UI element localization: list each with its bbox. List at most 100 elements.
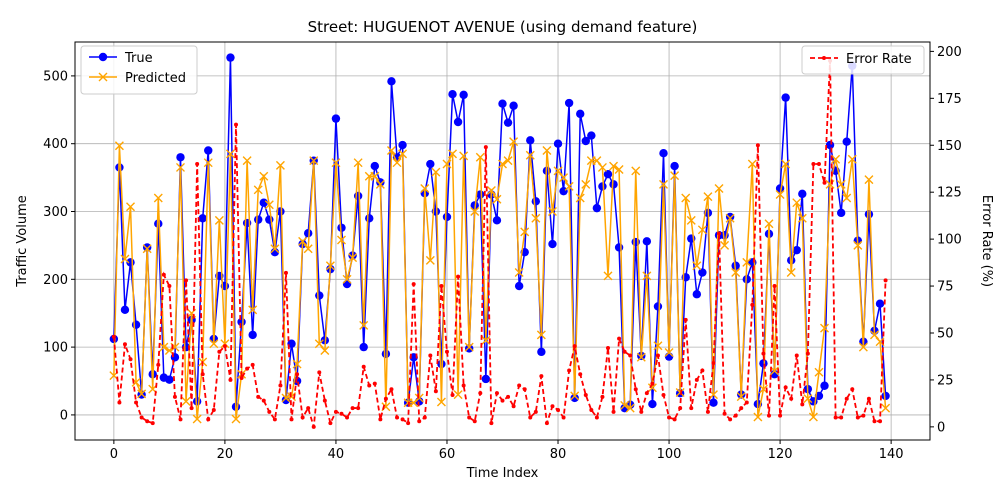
true-point bbox=[359, 342, 368, 352]
plot-frame bbox=[74, 41, 931, 441]
true-point bbox=[192, 397, 202, 406]
true-point bbox=[131, 320, 141, 329]
true-point bbox=[581, 136, 590, 146]
true-point bbox=[315, 291, 324, 300]
y-tick-label: 100 bbox=[43, 341, 68, 356]
y2-tick-label: 175 bbox=[937, 92, 962, 107]
y2-tick-label: 50 bbox=[937, 326, 954, 341]
grid bbox=[75, 42, 930, 440]
error-rate-point bbox=[128, 357, 133, 362]
true-point bbox=[303, 229, 313, 238]
predicted-point bbox=[536, 330, 546, 340]
legend-error-marker bbox=[822, 56, 826, 60]
predicted-point bbox=[475, 152, 485, 162]
true-point bbox=[781, 93, 790, 102]
predicted-point bbox=[470, 207, 480, 217]
predicted-point bbox=[731, 268, 741, 278]
predicted-point bbox=[625, 403, 635, 413]
error-rate-point bbox=[661, 392, 666, 397]
error-rate-point bbox=[855, 415, 860, 420]
true-point bbox=[564, 98, 574, 108]
error-rate-point bbox=[472, 419, 477, 424]
error-rate-point bbox=[245, 366, 250, 371]
predicted-point bbox=[853, 240, 863, 250]
predicted-point bbox=[231, 414, 241, 424]
predicted-point bbox=[153, 193, 163, 203]
y2-tick-label: 100 bbox=[937, 233, 962, 248]
legend-true-marker bbox=[98, 52, 108, 62]
error-rate-point bbox=[306, 406, 311, 411]
predicted-point bbox=[481, 335, 491, 345]
true-point bbox=[592, 203, 602, 213]
predicted-point bbox=[420, 183, 430, 193]
error-rate-point bbox=[572, 344, 577, 349]
error-rate-point bbox=[717, 231, 722, 236]
predicted-point bbox=[353, 158, 363, 168]
error-rate-point bbox=[145, 419, 150, 424]
legend-predicted-marker bbox=[98, 72, 108, 82]
true-point bbox=[514, 281, 524, 291]
predicted-point bbox=[547, 207, 557, 217]
error-rate-point bbox=[239, 376, 244, 381]
predicted-point bbox=[692, 261, 702, 271]
predicted-point bbox=[697, 225, 707, 235]
predicted-point bbox=[792, 198, 802, 208]
predicted-point bbox=[670, 171, 680, 181]
predicted-point bbox=[781, 159, 791, 169]
error-rate-point bbox=[345, 415, 350, 420]
true-point bbox=[842, 137, 851, 146]
predicted-point bbox=[636, 352, 646, 362]
error-rate-point bbox=[522, 387, 527, 392]
error-rate-point bbox=[883, 278, 888, 283]
true-point bbox=[237, 317, 246, 327]
true-point bbox=[553, 139, 563, 148]
predicted-point bbox=[192, 414, 202, 424]
error-rate-point bbox=[772, 284, 777, 289]
predicted-point bbox=[331, 158, 341, 168]
true-point bbox=[531, 197, 541, 206]
x-tick-label: 60 bbox=[439, 447, 456, 462]
error-rate-point bbox=[461, 383, 466, 388]
predicted-point bbox=[842, 193, 852, 203]
y2-tick-label: 125 bbox=[937, 186, 962, 201]
true-point bbox=[526, 136, 535, 145]
error-rate-point bbox=[367, 383, 372, 388]
predicted-point bbox=[448, 149, 458, 159]
true-point bbox=[481, 374, 491, 384]
error-rate-point bbox=[134, 400, 139, 405]
predicted-point bbox=[370, 171, 380, 181]
true-point bbox=[142, 243, 152, 252]
predicted-point bbox=[786, 268, 796, 278]
error-rate-point bbox=[800, 402, 805, 407]
error-rate-point bbox=[839, 415, 844, 420]
predicted-point bbox=[664, 348, 674, 358]
x-tick-label: 20 bbox=[217, 447, 234, 462]
predicted-point bbox=[720, 240, 730, 250]
predicted-point bbox=[292, 359, 302, 369]
error-rate-point bbox=[300, 415, 305, 420]
true-point bbox=[864, 210, 874, 219]
predicted-point bbox=[359, 320, 369, 330]
error-rate-point bbox=[206, 417, 211, 422]
error-rate-point bbox=[650, 381, 655, 386]
error-rate-point bbox=[167, 284, 172, 289]
predicted-point bbox=[325, 261, 335, 271]
predicted-point bbox=[559, 173, 569, 183]
true-point bbox=[176, 153, 185, 162]
predicted-point bbox=[425, 255, 435, 265]
predicted-point bbox=[603, 271, 613, 281]
error-rate-point bbox=[411, 282, 416, 287]
predicted-point bbox=[342, 274, 352, 284]
y-axis-ticks: 0 100 200 300 400 500 bbox=[43, 69, 75, 423]
error-rate-point bbox=[494, 391, 499, 396]
true-point bbox=[692, 290, 702, 299]
error-rate-point bbox=[139, 415, 144, 420]
predicted-point bbox=[847, 154, 857, 164]
predicted-point bbox=[492, 194, 502, 204]
error-rate-point bbox=[383, 396, 388, 401]
predicted-point bbox=[348, 253, 358, 263]
error-rate-point bbox=[278, 383, 283, 388]
error-rate-point bbox=[872, 419, 877, 424]
error-rate-point bbox=[422, 415, 427, 420]
y2-tick-label: 0 bbox=[937, 420, 945, 435]
